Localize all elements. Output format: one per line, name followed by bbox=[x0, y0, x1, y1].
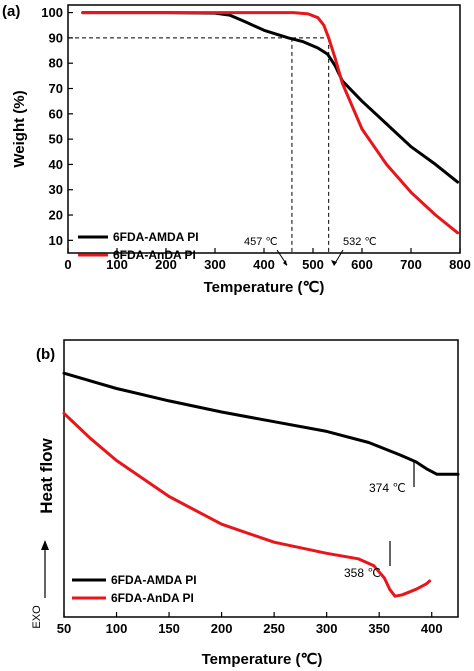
panel-b-annotation-358: 358 ℃ bbox=[344, 566, 381, 580]
panel-a-y-tick-label: 50 bbox=[49, 132, 63, 147]
panel-a-x-tick-label: 0 bbox=[64, 257, 71, 272]
panel-a-ticks: 0 100 200 300 400 500 600 700 800 10 20 30 40 50 60 70 8… bbox=[41, 5, 471, 272]
panel-a-y-tick-label: 70 bbox=[49, 81, 63, 96]
panel-a-arrowhead-457 bbox=[283, 260, 287, 266]
panel-b-exo-arrowhead bbox=[41, 540, 49, 550]
panel-a-x-axis-title: Temperature (℃) bbox=[204, 279, 325, 296]
panel-a: (a) 0 100 200 300 400 500 600 700 800 10 20 30 40 50 6… bbox=[2, 3, 471, 296]
panel-a-legend: 6FDA-AMDA PI 6FDA-AnDA PI bbox=[78, 230, 199, 262]
panel-a-x-tick-label: 700 bbox=[400, 257, 422, 272]
panel-b-x-tick-label: 150 bbox=[158, 621, 180, 636]
panel-b-series-line-1 bbox=[62, 411, 432, 598]
panel-b-x-tick-label: 350 bbox=[368, 621, 390, 636]
panel-a-annotation-457: 457 ℃ bbox=[244, 236, 278, 248]
panel-b-label: (b) bbox=[36, 346, 55, 363]
panel-b-y-axis-title: Heat flow bbox=[37, 437, 56, 513]
panel-a-guides bbox=[68, 37, 330, 253]
panel-b-series-line-0 bbox=[62, 371, 460, 476]
panel-b-x-tick-label: 100 bbox=[106, 621, 128, 636]
panel-b-legend: 6FDA-AMDA PI 6FDA-AnDA PI bbox=[72, 573, 197, 605]
panel-a-legend-label-anda: 6FDA-AnDA PI bbox=[113, 248, 196, 262]
panel-a-label: (a) bbox=[2, 3, 20, 20]
panel-a-y-tick-label: 60 bbox=[49, 106, 63, 121]
panel-b-x-tick-label: 50 bbox=[57, 621, 71, 636]
panel-b-annotation-374: 374 ℃ bbox=[369, 481, 406, 495]
panel-a-legend-label-amda: 6FDA-AMDA PI bbox=[113, 230, 199, 244]
panel-a-y-tick-label: 30 bbox=[49, 182, 63, 197]
panel-a-x-tick-label: 600 bbox=[351, 257, 373, 272]
panel-b-x-axis-title: Temperature (℃) bbox=[202, 651, 323, 668]
panel-b-legend-label-anda: 6FDA-AnDA PI bbox=[111, 591, 194, 605]
panel-b-x-tick-label: 200 bbox=[211, 621, 233, 636]
panel-a-y-axis-title: Weight (%) bbox=[11, 90, 28, 167]
panel-a-arrowhead-532 bbox=[331, 260, 337, 266]
panel-b-x-tick-label: 400 bbox=[421, 621, 443, 636]
panel-b-plot-frame bbox=[63, 339, 459, 618]
panel-a-y-tick-label: 40 bbox=[49, 157, 63, 172]
panel-a-x-tick-label: 100 bbox=[106, 257, 128, 272]
panel-a-y-tick-label: 10 bbox=[49, 233, 63, 248]
panel-a-x-tick-label: 400 bbox=[253, 257, 275, 272]
panel-a-y-tick-label: 100 bbox=[41, 5, 63, 20]
panel-a-series bbox=[81, 11, 460, 235]
panel-b: (b) 50 100 150 200 250 300 350 400 374 ℃ 358 ℃ … bbox=[31, 339, 460, 668]
panel-a-y-tick-label: 90 bbox=[49, 30, 63, 45]
panel-b-exo-label: EXO bbox=[31, 605, 43, 629]
panel-a-x-tick-label: 300 bbox=[204, 257, 226, 272]
panel-a-series-line-1 bbox=[81, 11, 460, 235]
panel-a-y-tick-label: 20 bbox=[49, 208, 63, 223]
panel-b-series bbox=[62, 371, 460, 598]
panel-a-x-tick-label: 800 bbox=[449, 257, 471, 272]
panel-b-ticks: 50 100 150 200 250 300 350 400 bbox=[57, 612, 443, 636]
panel-b-legend-label-amda: 6FDA-AMDA PI bbox=[111, 573, 197, 587]
panel-a-plot-frame bbox=[67, 4, 461, 254]
panel-b-x-tick-label: 250 bbox=[263, 621, 285, 636]
panel-a-y-tick-label: 80 bbox=[49, 56, 63, 71]
panel-a-x-tick-label: 200 bbox=[155, 257, 177, 272]
panel-a-annotation-532: 532 ℃ bbox=[343, 236, 377, 248]
panel-a-x-tick-label: 500 bbox=[302, 257, 324, 272]
panel-b-x-tick-label: 300 bbox=[316, 621, 338, 636]
